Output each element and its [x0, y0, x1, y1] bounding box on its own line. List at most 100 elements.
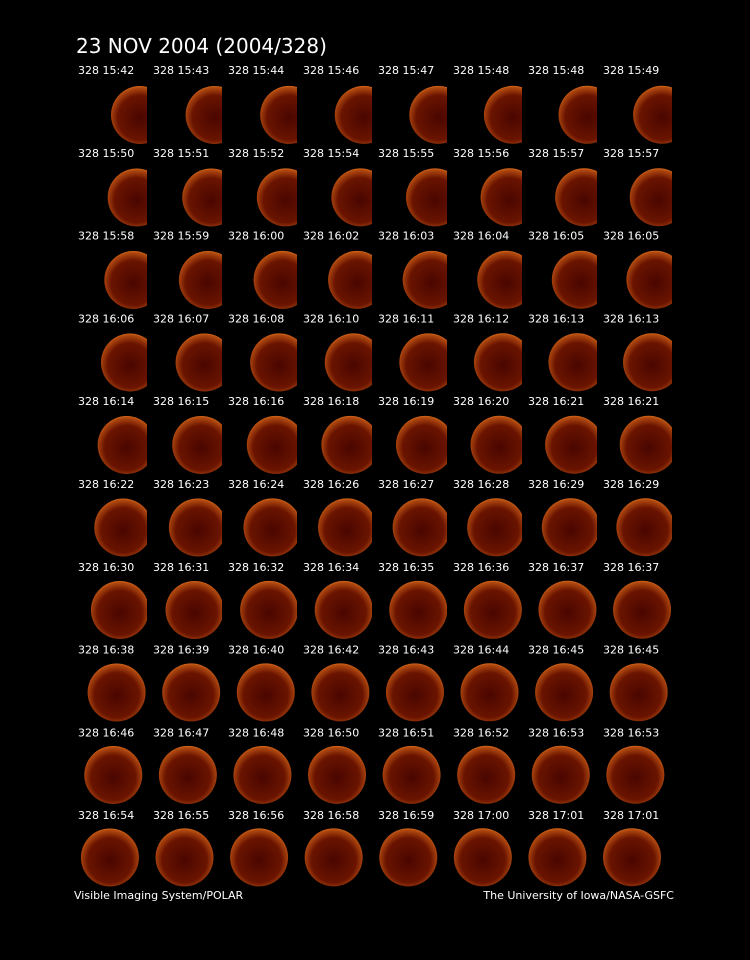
earth-disk — [230, 828, 289, 887]
frame-label: 328 16:13 — [528, 312, 584, 325]
frame-label: 328 16:53 — [603, 726, 659, 739]
earth-disk — [253, 250, 297, 309]
frame-label: 328 16:44 — [453, 644, 509, 657]
earth-disk — [551, 250, 597, 309]
frame-label: 328 17:01 — [528, 809, 584, 822]
frame-label: 328 16:04 — [453, 230, 509, 243]
frame-label: 328 16:27 — [378, 478, 434, 491]
earth-disk — [477, 250, 522, 309]
earth-disk — [260, 85, 297, 144]
frame-label: 328 15:59 — [153, 230, 209, 243]
earth-disk — [236, 663, 295, 722]
earth-disk — [606, 745, 665, 804]
frame-label: 328 16:46 — [78, 726, 134, 739]
earth-disk — [483, 85, 522, 144]
earth-disk — [314, 580, 372, 639]
earth-disk — [324, 333, 372, 392]
frame-label: 328 16:29 — [528, 478, 584, 491]
frame-label: 328 15:56 — [453, 147, 509, 160]
frame-label: 328 16:30 — [78, 561, 134, 574]
earth-disk — [531, 745, 590, 804]
earth-disk — [558, 85, 597, 144]
frame-label: 328 16:59 — [378, 809, 434, 822]
earth-disk — [256, 168, 297, 227]
earth-disk — [613, 580, 672, 639]
frame-label: 328 16:55 — [153, 809, 209, 822]
title: 23 NOV 2004 (2004/328) — [76, 34, 327, 58]
earth-disk — [629, 168, 672, 227]
earth-disk — [90, 580, 147, 639]
frame-label: 328 16:14 — [78, 395, 134, 408]
earth-disk — [318, 498, 372, 557]
earth-disk — [87, 663, 146, 722]
earth-disk — [473, 333, 522, 392]
earth-disk — [331, 168, 372, 227]
frame-label: 328 16:13 — [603, 312, 659, 325]
earth-disk — [185, 85, 222, 144]
frame-label: 328 16:16 — [228, 395, 284, 408]
earth-disk — [80, 828, 139, 887]
frame-label: 328 16:22 — [78, 478, 134, 491]
earth-disk — [321, 415, 372, 474]
frame-label: 328 16:45 — [603, 644, 659, 657]
footer-left: Visible Imaging System/POLAR — [74, 889, 244, 902]
frame-label: 328 16:38 — [78, 644, 134, 657]
earth-disk — [84, 745, 143, 804]
frame-label: 328 16:29 — [603, 478, 659, 491]
frame-label: 328 16:26 — [303, 478, 359, 491]
frame-label: 328 16:24 — [228, 478, 284, 491]
earth-disk — [178, 250, 222, 309]
earth-disk — [402, 250, 447, 309]
earth-disk — [311, 663, 370, 722]
earth-disk — [545, 415, 597, 474]
earth-disk — [399, 333, 447, 392]
frame-label: 328 16:21 — [528, 395, 584, 408]
earth-disk — [165, 580, 222, 639]
frame-label: 328 15:46 — [303, 64, 359, 77]
frame-label: 328 16:37 — [528, 561, 584, 574]
earth-disk — [463, 580, 522, 639]
earth-disk — [107, 168, 147, 227]
earth-disk — [555, 168, 597, 227]
earth-disk — [480, 168, 522, 227]
frame-label: 328 16:48 — [228, 726, 284, 739]
earth-disk — [182, 168, 222, 227]
frame-label: 328 15:54 — [303, 147, 359, 160]
frame-label: 328 15:42 — [78, 64, 134, 77]
frame-label: 328 16:21 — [603, 395, 659, 408]
earth-disk — [100, 333, 147, 392]
frame-label: 328 16:18 — [303, 395, 359, 408]
earth-disk — [392, 498, 447, 557]
frame-label: 328 16:52 — [453, 726, 509, 739]
earth-disk — [453, 828, 512, 887]
frame-label: 328 16:37 — [603, 561, 659, 574]
frame-label: 328 16:53 — [528, 726, 584, 739]
earth-disk — [623, 333, 672, 392]
earth-disk — [470, 415, 522, 474]
earth-disk — [609, 663, 668, 722]
frame-label: 328 17:00 — [453, 809, 509, 822]
earth-disk — [168, 498, 222, 557]
earth-disk — [250, 333, 297, 392]
frame-label: 328 16:45 — [528, 644, 584, 657]
earth-disk — [405, 168, 447, 227]
frame-label: 328 16:58 — [303, 809, 359, 822]
earth-disk — [467, 498, 522, 557]
earth-disk — [535, 663, 594, 722]
frame-label: 328 16:08 — [228, 312, 284, 325]
earth-disk — [385, 663, 444, 722]
frame-label: 328 16:43 — [378, 644, 434, 657]
frame-label: 328 16:40 — [228, 644, 284, 657]
frame-label: 328 16:31 — [153, 561, 209, 574]
earth-disk — [528, 828, 587, 887]
frame-label: 328 16:03 — [378, 230, 434, 243]
earth-disk — [541, 498, 597, 557]
earth-disk — [162, 663, 221, 722]
frame-label: 328 16:15 — [153, 395, 209, 408]
frame-label: 328 16:23 — [153, 478, 209, 491]
frame-label: 328 15:51 — [153, 147, 209, 160]
frame-label: 328 16:50 — [303, 726, 359, 739]
frame-label: 328 15:48 — [453, 64, 509, 77]
frame-label: 328 16:07 — [153, 312, 209, 325]
frame-label: 328 16:05 — [603, 230, 659, 243]
